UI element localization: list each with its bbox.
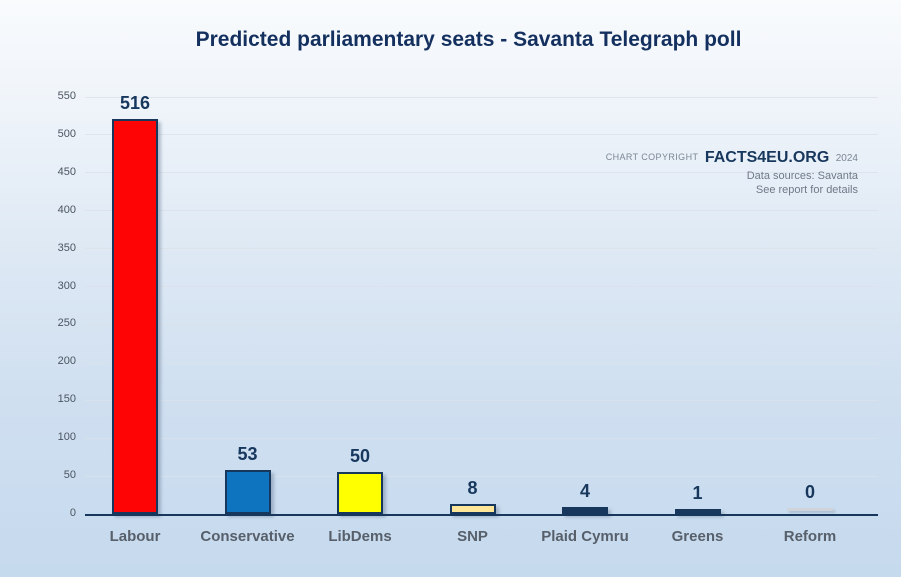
x-label-reform: Reform (783, 528, 837, 545)
gridline-100 (85, 437, 878, 439)
gridline-550 (85, 96, 878, 98)
value-label-snp: 8 (467, 477, 478, 498)
value-label-greens: 1 (692, 483, 703, 504)
value-label-labour: 516 (119, 92, 151, 113)
x-label-conservative: Conservative (200, 528, 295, 545)
copyright-prefix: CHART COPYRIGHT (605, 152, 699, 162)
value-label-conservative: 53 (237, 443, 258, 464)
bar-conservative (224, 469, 271, 514)
bar-snp (449, 503, 496, 514)
bar-greens (674, 509, 721, 514)
x-label-greens: Greens (671, 528, 724, 545)
y-tick-label: 550 (57, 90, 76, 102)
copyright-source: Data sources: Savanta (746, 170, 858, 182)
x-label-libdems: LibDems (328, 528, 392, 545)
y-tick-label: 450 (57, 165, 76, 178)
gridline-350 (85, 248, 878, 250)
gridline-150 (85, 399, 878, 401)
y-tick-label: 300 (57, 279, 76, 292)
gridline-450 (85, 172, 878, 174)
value-label-libdems: 50 (349, 446, 371, 467)
bar-plaid-cymru (562, 506, 608, 514)
copyright-line: CHART COPYRIGHT FACTS4EU.ORG 2024 (606, 150, 858, 166)
copyright-year: 2024 (835, 153, 858, 164)
y-tick-label: 500 (57, 127, 76, 140)
value-label-reform: 0 (804, 482, 815, 502)
gridline-500 (85, 134, 878, 136)
x-label-plaid-cymru: Plaid Cymru (541, 528, 629, 545)
x-axis-line (85, 514, 878, 516)
gridline-200 (85, 361, 878, 363)
x-label-snp: SNP (457, 528, 488, 545)
bar-libdems (337, 472, 383, 514)
y-tick-label: 100 (57, 431, 76, 444)
gridline-50 (85, 475, 878, 477)
chart-title: Predicted parliamentary seats - Savanta … (195, 28, 742, 51)
value-label-plaid-cymru: 4 (579, 480, 590, 501)
bar-labour (112, 118, 158, 514)
copyright-note: See report for details (755, 184, 858, 196)
bar-reform (787, 508, 833, 511)
y-tick-label: 0 (69, 507, 76, 519)
y-tick-label: 350 (57, 241, 76, 254)
y-tick-label: 150 (57, 393, 76, 406)
y-tick-label: 250 (57, 317, 76, 330)
y-tick-label: 400 (57, 203, 76, 216)
x-label-labour: Labour (109, 528, 161, 545)
gridline-400 (85, 210, 878, 212)
gridline-250 (85, 323, 878, 325)
y-tick-label: 50 (63, 469, 76, 482)
copyright-block: CHART COPYRIGHT FACTS4EU.ORG 2024 Data s… (606, 150, 858, 197)
gridline-300 (85, 286, 878, 288)
y-tick-label: 200 (57, 355, 76, 368)
copyright-brand: FACTS4EU.ORG (704, 149, 830, 166)
